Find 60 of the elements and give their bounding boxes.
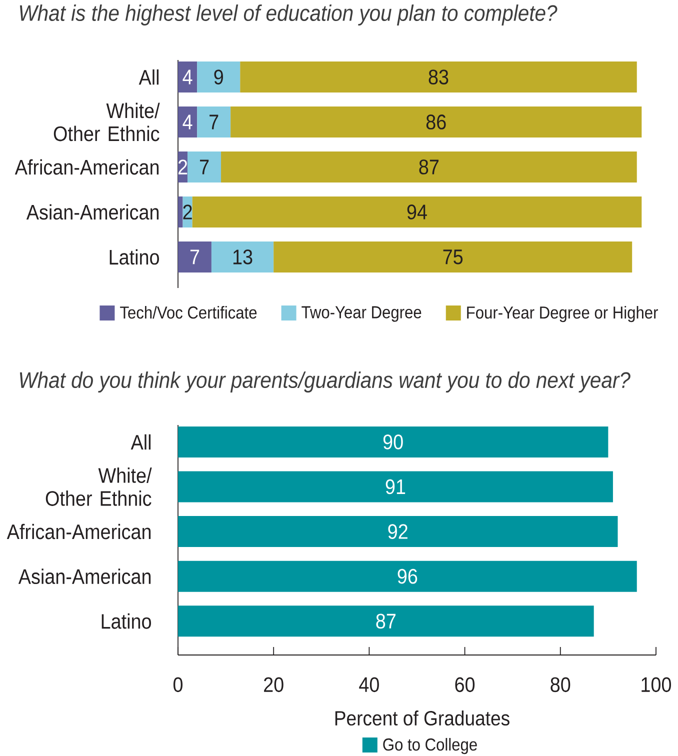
data-label: 75 <box>443 250 463 264</box>
bar <box>240 62 637 93</box>
x-tick-label: 40 <box>359 677 379 692</box>
data-label: 87 <box>419 160 439 174</box>
y-tick-label: Asian-American <box>26 204 159 220</box>
bar <box>178 471 613 502</box>
bar <box>178 106 198 138</box>
data-label: 7 <box>200 160 209 174</box>
y-tick-label: African-American <box>6 524 151 540</box>
bar <box>178 516 618 548</box>
bar <box>221 151 637 182</box>
data-label: 13 <box>233 250 252 264</box>
y-tick-label: Latino <box>102 613 151 629</box>
legend-label: Tech/Voc Certificate <box>120 306 257 319</box>
data-label: 7 <box>210 114 218 130</box>
x-tick-label: 60 <box>455 677 475 692</box>
chart-title: What do you think your parents/guardians want you to do next year? <box>20 372 630 392</box>
x-tick-label: 20 <box>264 677 284 692</box>
y-tick-label: Asian-American <box>18 568 151 584</box>
bar <box>178 62 198 93</box>
data-label: 92 <box>388 524 408 539</box>
data-label: 87 <box>376 614 396 629</box>
y-tick-label: All <box>130 434 151 450</box>
bar <box>197 106 231 138</box>
bar <box>188 151 222 182</box>
legend-label: Go to College <box>383 738 477 754</box>
bar <box>178 426 608 458</box>
legend-label: Two-Year Degree <box>302 306 422 322</box>
data-label: 2 <box>183 204 192 220</box>
y-tick-label: White/ Other Ethnic <box>46 468 152 506</box>
data-label: 90 <box>383 434 403 450</box>
data-label: 91 <box>386 479 406 494</box>
bar <box>230 106 642 138</box>
bar <box>178 560 637 592</box>
y-tick-label: White/ Other Ethnic <box>54 102 160 142</box>
bar <box>211 241 274 272</box>
bar <box>274 241 632 272</box>
bar <box>197 62 240 93</box>
data-label: 83 <box>428 70 448 84</box>
x-tick-label: 100 <box>642 677 672 692</box>
x-tick-label: 80 <box>550 677 570 692</box>
data-label: 9 <box>214 70 223 84</box>
legend-label: Four-Year Degree or Higher <box>467 306 658 322</box>
bar <box>178 606 594 637</box>
bar <box>178 241 212 272</box>
y-tick-label: All <box>138 69 159 85</box>
bar <box>192 196 642 228</box>
data-label: 4 <box>182 114 192 130</box>
data-label: 7 <box>190 250 200 264</box>
chart-title: What is the highest level of education you plan to complete? <box>20 4 558 26</box>
y-tick-label: Latino <box>110 249 159 265</box>
x-axis-title: Percent of Graduates <box>335 710 510 726</box>
x-tick-label: 0 <box>173 677 183 692</box>
data-label: 96 <box>398 568 418 584</box>
data-label: 2 <box>178 160 188 174</box>
data-label: 94 <box>407 204 427 220</box>
y-tick-label: African-American <box>14 159 159 175</box>
data-label: 4 <box>182 70 192 84</box>
data-label: 86 <box>426 114 446 130</box>
bar <box>178 196 183 228</box>
